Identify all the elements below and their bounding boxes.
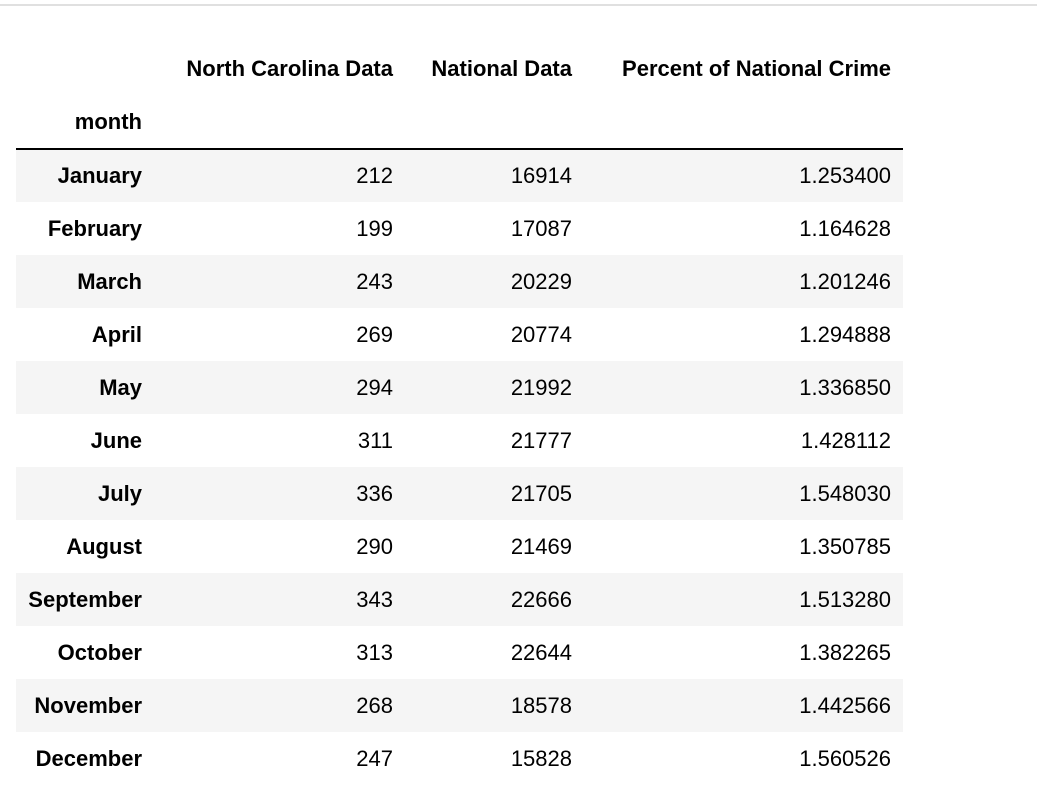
cell-percent: 1.560526	[799, 745, 891, 771]
row-index-month: July	[97, 480, 142, 506]
table-row: April 269 20774 1.294888	[16, 308, 903, 361]
table-row: March 243 20229 1.201246	[16, 255, 903, 308]
table-row: July 336 21705 1.548030	[16, 467, 903, 520]
table-row: August 290 21469 1.350785	[16, 520, 903, 573]
cell-north-carolina: 269	[356, 321, 393, 347]
table-row: June 311 21777 1.428112	[16, 414, 903, 467]
table-header: North Carolina Data National Data Percen…	[16, 42, 903, 150]
cell-percent: 1.382265	[799, 639, 891, 665]
cell-national: 21469	[510, 533, 572, 559]
column-header-row: North Carolina Data National Data Percen…	[16, 42, 903, 96]
row-index-month: January	[57, 163, 142, 188]
row-index-month: December	[35, 745, 142, 771]
cell-national: 22666	[510, 586, 572, 612]
cell-percent: 1.253400	[799, 163, 891, 188]
table-row: December 247 15828 1.560526	[16, 732, 903, 785]
cell-percent: 1.442566	[799, 692, 891, 718]
cell-national: 16914	[510, 163, 572, 188]
cell-percent: 1.201246	[799, 268, 891, 294]
row-index-month: November	[34, 692, 142, 718]
cell-national: 21777	[510, 427, 572, 453]
cell-national: 15828	[510, 745, 572, 771]
row-index-month: May	[99, 374, 142, 400]
output-cell-border	[0, 0, 1037, 6]
cell-percent: 1.336850	[799, 374, 891, 400]
table-row: September 343 22666 1.513280	[16, 573, 903, 626]
empty-header-cell	[584, 96, 903, 150]
cell-north-carolina: 247	[356, 745, 393, 771]
cell-north-carolina: 343	[356, 586, 393, 612]
cell-percent: 1.350785	[799, 533, 891, 559]
row-index-month: March	[77, 268, 142, 294]
cell-national: 20774	[510, 321, 572, 347]
cell-north-carolina: 313	[356, 639, 393, 665]
cell-national: 20229	[510, 268, 572, 294]
cell-north-carolina: 294	[356, 374, 393, 400]
cell-north-carolina: 268	[356, 692, 393, 718]
cell-national: 17087	[510, 215, 572, 241]
cell-north-carolina: 311	[357, 427, 393, 453]
column-header-north-carolina: North Carolina Data	[186, 56, 393, 81]
cell-north-carolina: 290	[356, 533, 393, 559]
cell-north-carolina: 336	[356, 480, 393, 506]
cell-national: 21992	[510, 374, 572, 400]
table-body: January 212 16914 1.253400 February 199 17087 1…	[16, 149, 903, 785]
row-index-month: October	[57, 639, 142, 665]
row-index-month: April	[91, 321, 142, 347]
row-index-month: August	[66, 533, 142, 559]
table-row: May 294 21992 1.336850	[16, 361, 903, 414]
column-header-national: National Data	[431, 56, 572, 81]
cell-percent: 1.513280	[799, 586, 891, 612]
cell-percent: 1.164628	[799, 215, 891, 241]
dataframe-table: North Carolina Data National Data Percen…	[16, 42, 903, 785]
index-name-row: month	[16, 96, 903, 150]
empty-header-cell	[154, 96, 405, 150]
table-row: October 313 22644 1.382265	[16, 626, 903, 679]
row-index-month: June	[90, 427, 142, 453]
table-row: November 268 18578 1.442566	[16, 679, 903, 732]
cell-percent: 1.548030	[799, 480, 891, 506]
cell-north-carolina: 243	[356, 268, 393, 294]
table-row: February 199 17087 1.164628	[16, 202, 903, 255]
row-index-month: September	[28, 586, 142, 612]
index-corner-cell	[16, 42, 154, 96]
cell-national: 18578	[510, 692, 572, 718]
cell-north-carolina: 199	[356, 215, 393, 241]
cell-national: 21705	[510, 480, 572, 506]
cell-national: 22644	[510, 639, 572, 665]
column-header-percent: Percent of National Crime	[622, 56, 891, 81]
row-index-month: February	[47, 215, 142, 241]
cell-percent: 1.294888	[799, 321, 891, 347]
table-row: January 212 16914 1.253400	[16, 149, 903, 202]
cell-percent: 1.428112	[800, 427, 891, 453]
cell-north-carolina: 212	[356, 163, 393, 188]
empty-header-cell	[405, 96, 584, 150]
index-name-label: month	[16, 96, 154, 150]
